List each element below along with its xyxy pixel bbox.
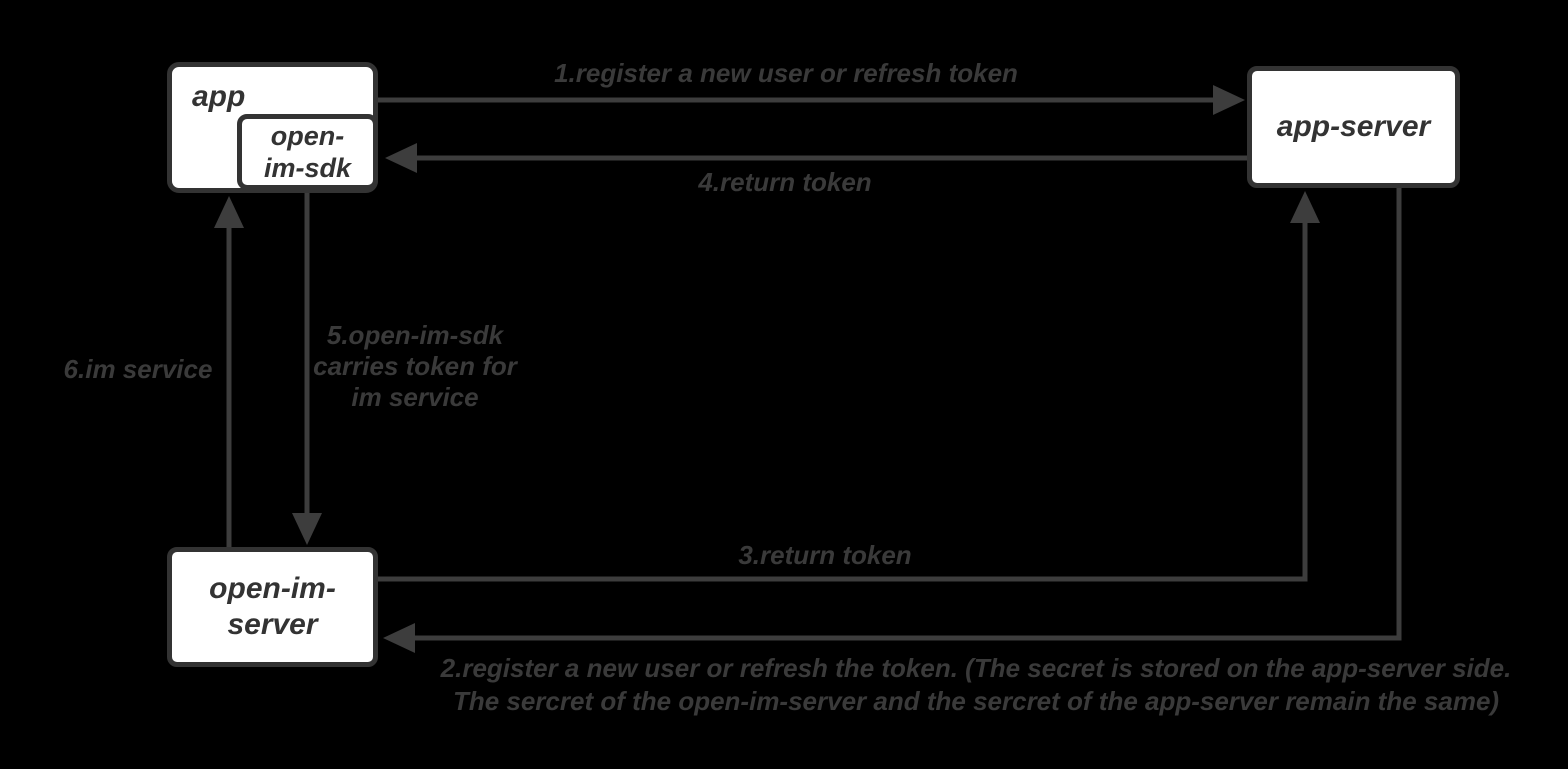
edge-6-arrowhead bbox=[214, 196, 244, 228]
node-app-label: app bbox=[192, 80, 246, 113]
node-open-im-server: open-im-server bbox=[167, 547, 378, 667]
edge-5-label-line-3: im service bbox=[351, 382, 479, 412]
edge-5-label-line-1: 5.open-im-sdk bbox=[326, 320, 504, 350]
edge-3-arrowhead bbox=[1290, 191, 1320, 223]
edge-2-label-line-1: 2.register a new user or refresh the tok… bbox=[440, 653, 1512, 683]
edge-2-line bbox=[412, 188, 1402, 641]
edge-3-line bbox=[378, 220, 1308, 582]
edge-1-label: 1.register a new user or refresh token bbox=[554, 58, 1018, 88]
node-open-im-server-label: open-im-server bbox=[209, 572, 336, 641]
edge-4-label: 4.return token bbox=[698, 167, 872, 197]
edge-5-arrowhead bbox=[292, 513, 322, 545]
edge-3-label: 3.return token bbox=[738, 540, 912, 570]
node-open-im-sdk: open-im-sdk bbox=[237, 114, 378, 190]
edge-2-label: 2.register a new user or refresh the tok… bbox=[384, 652, 1568, 718]
edge-5-label-line-2: carries token for bbox=[313, 351, 517, 381]
node-app-server-label: app-server bbox=[1276, 110, 1431, 143]
edge-2-arrowhead bbox=[383, 623, 415, 653]
edge-4-arrowhead bbox=[385, 143, 417, 173]
edge-1-arrowhead bbox=[1213, 85, 1245, 115]
edge-6-label: 6.im service bbox=[63, 354, 213, 384]
edge-2-label-line-2: The sercret of the open-im-server and th… bbox=[452, 686, 1500, 716]
edge-5-label: 5.open-im-sdk carries token for im servi… bbox=[265, 320, 565, 413]
node-open-im-sdk-label: open-im-sdk bbox=[263, 121, 352, 183]
node-app-server: app-server bbox=[1247, 66, 1460, 188]
